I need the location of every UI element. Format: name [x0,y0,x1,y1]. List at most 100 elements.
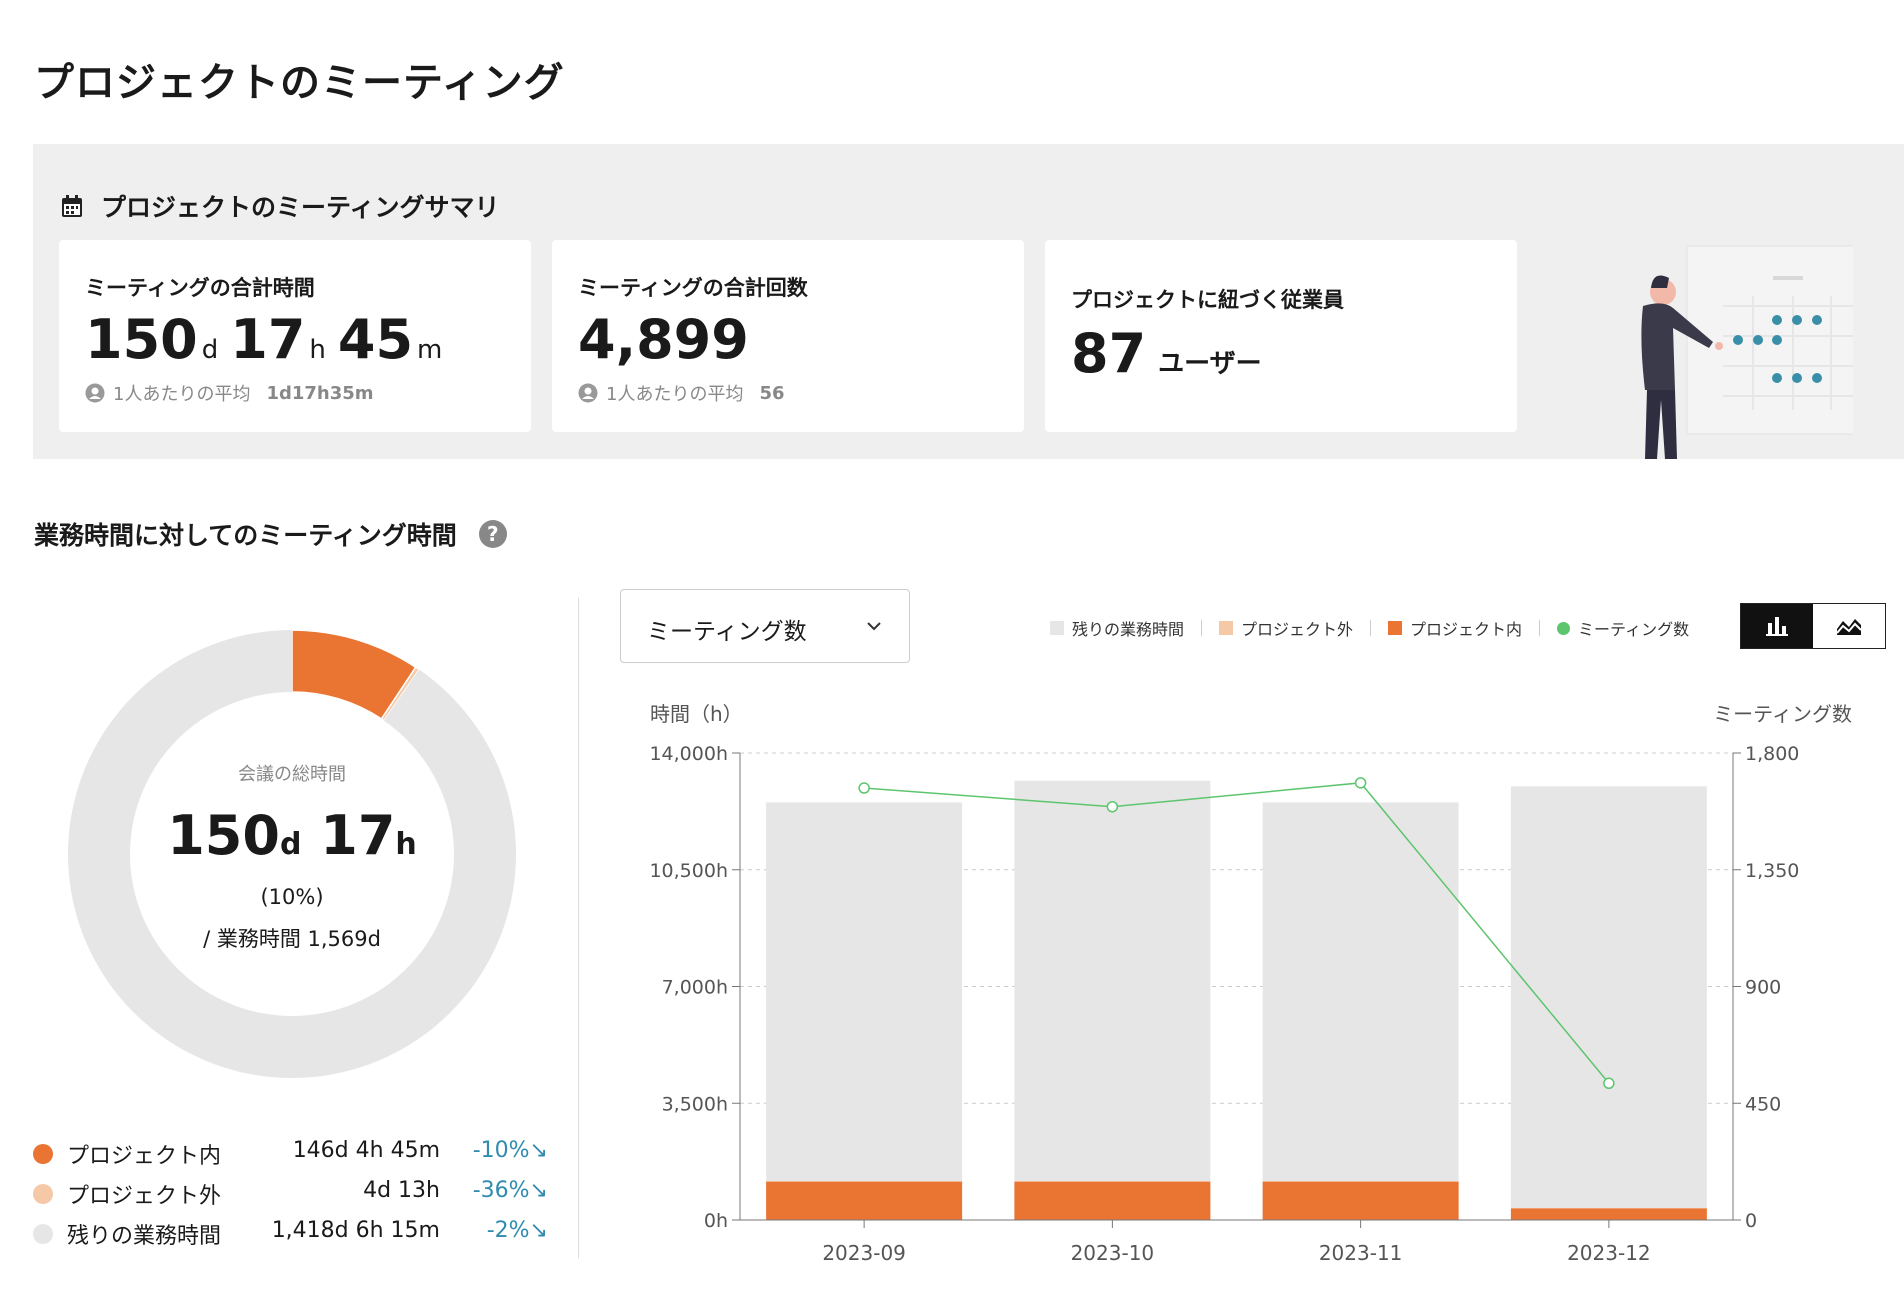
per-person-value: 1d17h35m [266,382,374,404]
panel-divider [578,598,579,1258]
x-tick-label: 2023-11 [1319,1241,1403,1265]
per-person-label: 1人あたりの平均 [606,384,744,405]
legend-label: 残りの業務時間 [1072,620,1185,639]
bar-segment [1014,1180,1211,1182]
legend-name: プロジェクト外 [67,1184,222,1209]
legend-dot [33,1144,53,1164]
summary-title: プロジェクトのミーティングサマリ [101,193,500,222]
user-icon [578,383,598,403]
employee-count-value: 87 [1071,322,1147,385]
legend-name: プロジェクト内 [67,1144,222,1169]
card-label: プロジェクトに紐づく従業員 [1071,288,1344,312]
meeting-bar-chart: 時間（h） ミーティング数 0h 3,500h 7,000h 10,500h 14,000h… [649,702,1852,1265]
days-value: 150 [85,308,198,371]
meeting-count-point [1603,1077,1615,1090]
legend-label: プロジェクト内 [1410,620,1523,639]
legend-swatch [1388,621,1403,635]
legend-value: 1,418d 6h 15m [271,1218,440,1243]
donut-days: 150 [167,804,280,867]
chart-legend: 残りの業務時間 プロジェクト外 プロジェクト内 ミーティング数 [1050,616,1689,640]
legend-label: ミーティング数 [1578,620,1690,639]
summary-header: プロジェクトのミーティングサマリ [61,188,500,224]
legend-separator [1539,620,1541,636]
bar-chart-icon [1766,617,1788,636]
chart-legend-item: ミーティング数 [1557,616,1689,640]
chart-legend-item: プロジェクト外 [1219,616,1353,640]
section-title-text: 業務時間に対してのミーティング時間 [34,521,457,550]
bar-segment [1510,786,1707,1208]
area-chart-icon [1836,619,1862,635]
meeting-count-point [1354,777,1367,789]
bar-segment [1262,802,1459,1181]
meeting-count-point [1106,800,1119,813]
total-meeting-time-value: 150 d 17 h 45 m [85,308,450,371]
legend-change: -2%↘ [486,1218,548,1243]
legend-label: プロジェクト外 [1241,620,1354,639]
total-meeting-time-card: ミーティングの合計時間 150 d 17 h 45 m 1人あたりの平均 1d17h3… [59,240,531,432]
bar-segment [1262,1181,1459,1220]
minutes-unit: m [417,335,443,365]
employee-count-card: プロジェクトに紐づく従業員 87 ユーザー [1045,240,1517,432]
card-label: ミーティングの合計時間 [85,276,315,300]
donut-total-time: 150d 17h [62,804,522,867]
meeting-count-point [858,782,870,794]
per-person-average: 1人あたりの平均 56 [578,380,785,406]
y2-tick-label: 1,800 [1745,743,1799,765]
user-icon [85,383,105,403]
donut-hours-unit: h [395,827,417,862]
donut-legend: プロジェクト内 146d 4h 45m -10%↘ プロジェクト外 4d 13h… [33,1138,548,1258]
y-tick-label: 3,500h [662,1093,728,1115]
minutes-value: 45 [337,308,414,371]
chart-view-toggle [1740,603,1886,649]
per-person-label: 1人あたりの平均 [113,384,251,405]
help-icon[interactable]: ? [478,520,507,548]
legend-swatch [1557,621,1571,635]
chart-legend-item: 残りの業務時間 [1050,616,1184,640]
legend-value: 4d 13h [363,1178,440,1203]
total-meeting-count-card: ミーティングの合計回数 4,899 1人あたりの平均 56 [552,240,1024,432]
y-tick-label: 14,000h [649,743,728,765]
days-unit: d [201,335,219,365]
legend-change: -36%↘ [472,1178,548,1203]
bar-view-button[interactable] [1741,604,1813,648]
employee-count-unit: ユーザー [1158,349,1262,379]
legend-row: プロジェクト外 4d 13h -36%↘ [33,1178,548,1218]
donut-center-label: 会議の総時間 [238,764,346,785]
donut-hours: 17 [320,804,396,867]
chart-legend-item: プロジェクト内 [1388,616,1522,640]
donut-percent: (10%) [260,885,324,909]
legend-separator [1201,620,1203,636]
bar-segment [1014,1181,1211,1220]
donut-center: 会議の総時間 150d 17h (10%) / 業務時間 1,569d [62,760,522,953]
legend-dot [33,1184,53,1204]
per-person-value: 56 [759,382,785,404]
area-view-button[interactable] [1813,604,1885,648]
y-tick-label: 10,500h [649,860,728,882]
y-axis-label: 時間（h） [650,702,743,726]
bar-segment [1014,780,1211,1181]
legend-dot [33,1224,53,1244]
y2-tick-label: 900 [1745,977,1781,999]
x-tick-label: 2023-10 [1071,1241,1155,1265]
total-meeting-count-value: 4,899 [578,308,749,371]
employee-count: 87 ユーザー [1071,322,1270,385]
legend-value: 146d 4h 45m [292,1138,440,1163]
y2-tick-label: 0 [1745,1210,1757,1232]
summary-panel: プロジェクトのミーティングサマリ ミーティングの合計時間 150 d 17 h 45… [33,144,1904,459]
presentation-illustration [1641,245,1853,459]
legend-change: -10%↘ [472,1138,548,1163]
metric-select[interactable]: ミーティング数 [620,589,910,663]
legend-swatch [1219,621,1234,635]
meeting-count-line [864,782,1610,1084]
y2-tick-label: 1,350 [1745,860,1799,882]
y-tick-label: 7,000h [662,977,728,999]
page-title: プロジェクトのミーティング [34,60,565,106]
bar-segment [766,1180,963,1182]
donut-work-total: / 業務時間 1,569d [203,927,381,951]
per-person-average: 1人あたりの平均 1d17h35m [85,380,374,406]
metric-select-value: ミーティング数 [647,619,807,645]
legend-name: 残りの業務時間 [67,1224,222,1249]
bar-segment [766,802,963,1181]
legend-row: 残りの業務時間 1,418d 6h 15m -2%↘ [33,1218,548,1258]
